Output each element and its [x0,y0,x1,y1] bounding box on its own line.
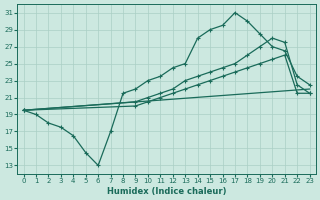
X-axis label: Humidex (Indice chaleur): Humidex (Indice chaleur) [107,187,226,196]
